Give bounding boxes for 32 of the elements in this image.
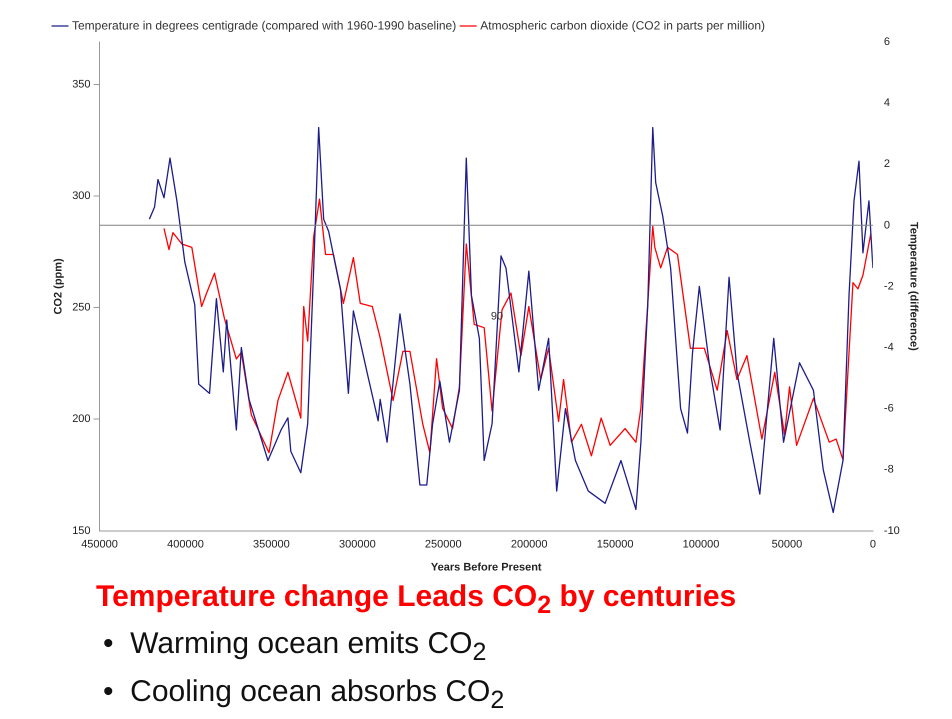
y2-tick-label: 0 <box>884 219 890 232</box>
x-tick-label: 250000 <box>424 538 462 550</box>
y2-tick-label: -4 <box>884 342 894 354</box>
y2-tick-label: 2 <box>884 158 890 170</box>
y2-tick-label: 4 <box>884 97 890 110</box>
y2-tick-label: -8 <box>884 464 894 476</box>
y-tick-label: 150 <box>72 524 91 537</box>
x-axis-title: Years Before Present <box>430 561 542 574</box>
x-tick-label: 150000 <box>596 538 634 550</box>
y2-tick-label: -10 <box>884 524 900 537</box>
y2-tick-label: -2 <box>884 280 894 292</box>
y-tick-label: 250 <box>72 302 91 314</box>
x-tick-label: 350000 <box>253 538 290 550</box>
text: • Warming ocean emits CO$_{2}$ <box>103 626 488 668</box>
legend-label: Temperature in degrees centigrade (compared with 1960-1990 baseline) <box>72 18 456 32</box>
y2-axis-title: Temperature (difference) <box>907 222 920 352</box>
text: • Cooling ocean absorbs CO$_{2}$ <box>103 674 506 716</box>
y-tick-label: 350 <box>72 78 91 90</box>
y2-tick-label: 6 <box>884 36 890 48</box>
x-tick-label: 450000 <box>81 538 118 550</box>
x-tick-label: 200000 <box>510 538 548 550</box>
text: Temperature change Leads CO$_{2}$ by centuries <box>96 579 738 621</box>
y2-tick-label: -6 <box>884 402 894 415</box>
x-tick-label: 50000 <box>772 538 802 550</box>
x-tick-label: 0 <box>870 538 876 550</box>
x-tick-label: 300000 <box>338 538 376 550</box>
x-tick-label: 100000 <box>682 538 720 550</box>
y-tick-label: 200 <box>72 413 91 426</box>
y-axis-title: CO2 (ppm) <box>52 258 65 315</box>
legend-label: Atmospheric carbon dioxide (CO2 in parts per million) <box>480 18 766 32</box>
x-tick-label: 400000 <box>167 538 204 550</box>
y-tick-label: 300 <box>72 190 91 202</box>
